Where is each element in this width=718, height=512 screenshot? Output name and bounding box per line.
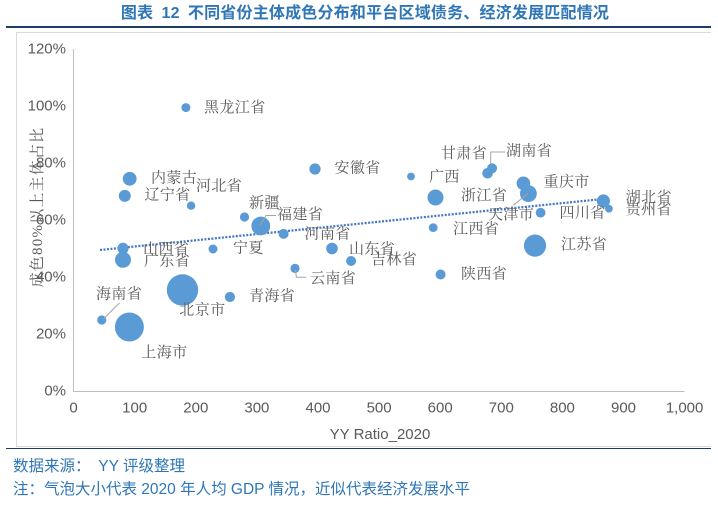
svg-text:河南省: 河南省 <box>305 225 351 242</box>
svg-text:100%: 100% <box>28 98 66 115</box>
svg-text:江西省: 江西省 <box>453 221 499 238</box>
svg-text:0%: 0% <box>44 383 66 400</box>
svg-text:四川省: 四川省 <box>560 205 606 222</box>
svg-text:800: 800 <box>550 400 575 417</box>
svg-text:安徽省: 安徽省 <box>335 160 381 177</box>
svg-text:山西省: 山西省 <box>143 241 189 258</box>
svg-text:河北省: 河北省 <box>196 178 242 195</box>
svg-text:宁夏: 宁夏 <box>233 239 264 256</box>
svg-text:0: 0 <box>69 400 77 417</box>
svg-text:700: 700 <box>489 400 514 417</box>
svg-text:500: 500 <box>367 400 392 417</box>
svg-text:吉林省: 吉林省 <box>371 251 417 268</box>
svg-text:20%: 20% <box>36 326 66 343</box>
svg-text:江苏省: 江苏省 <box>561 235 607 253</box>
svg-text:1,000: 1,000 <box>666 400 704 417</box>
svg-text:80%: 80% <box>36 155 66 172</box>
svg-text:湖北省: 湖北省 <box>626 189 672 206</box>
svg-text:黑龙江省: 黑龙江省 <box>204 99 266 116</box>
svg-text:成色80%以上主体占比: 成色80%以上主体占比 <box>29 127 46 288</box>
svg-text:辽宁省: 辽宁省 <box>145 187 191 204</box>
svg-text:重庆市: 重庆市 <box>544 174 590 191</box>
svg-text:600: 600 <box>428 400 453 417</box>
svg-text:陕西省: 陕西省 <box>461 265 507 283</box>
svg-text:天津市: 天津市 <box>488 206 534 223</box>
svg-text:贵州省: 贵州省 <box>626 200 672 218</box>
svg-text:山东省: 山东省 <box>349 240 395 257</box>
svg-text:40%: 40% <box>36 269 66 286</box>
svg-text:内蒙古: 内蒙古 <box>151 170 197 187</box>
svg-text:新疆: 新疆 <box>249 195 280 212</box>
svg-text:福建省: 福建省 <box>277 206 323 223</box>
svg-text:300: 300 <box>244 400 269 417</box>
svg-text:60%: 60% <box>36 212 66 229</box>
svg-text:上海市: 上海市 <box>141 344 187 361</box>
svg-text:100: 100 <box>122 400 147 417</box>
svg-text:浙江省: 浙江省 <box>461 187 507 204</box>
svg-text:甘肃省: 甘肃省 <box>441 144 487 162</box>
svg-text:广西: 广西 <box>429 169 460 186</box>
svg-text:900: 900 <box>611 400 636 417</box>
svg-text:400: 400 <box>305 400 330 417</box>
svg-text:YY Ratio_2020: YY Ratio_2020 <box>330 426 431 443</box>
svg-text:青海省: 青海省 <box>249 288 295 305</box>
svg-text:北京市: 北京市 <box>179 301 225 318</box>
svg-text:广东省: 广东省 <box>144 253 190 270</box>
svg-text:200: 200 <box>183 400 208 417</box>
svg-text:120%: 120% <box>28 41 66 58</box>
svg-text:湖南省: 湖南省 <box>506 143 552 160</box>
svg-text:海南省: 海南省 <box>96 285 142 302</box>
svg-text:云南省: 云南省 <box>310 270 356 287</box>
